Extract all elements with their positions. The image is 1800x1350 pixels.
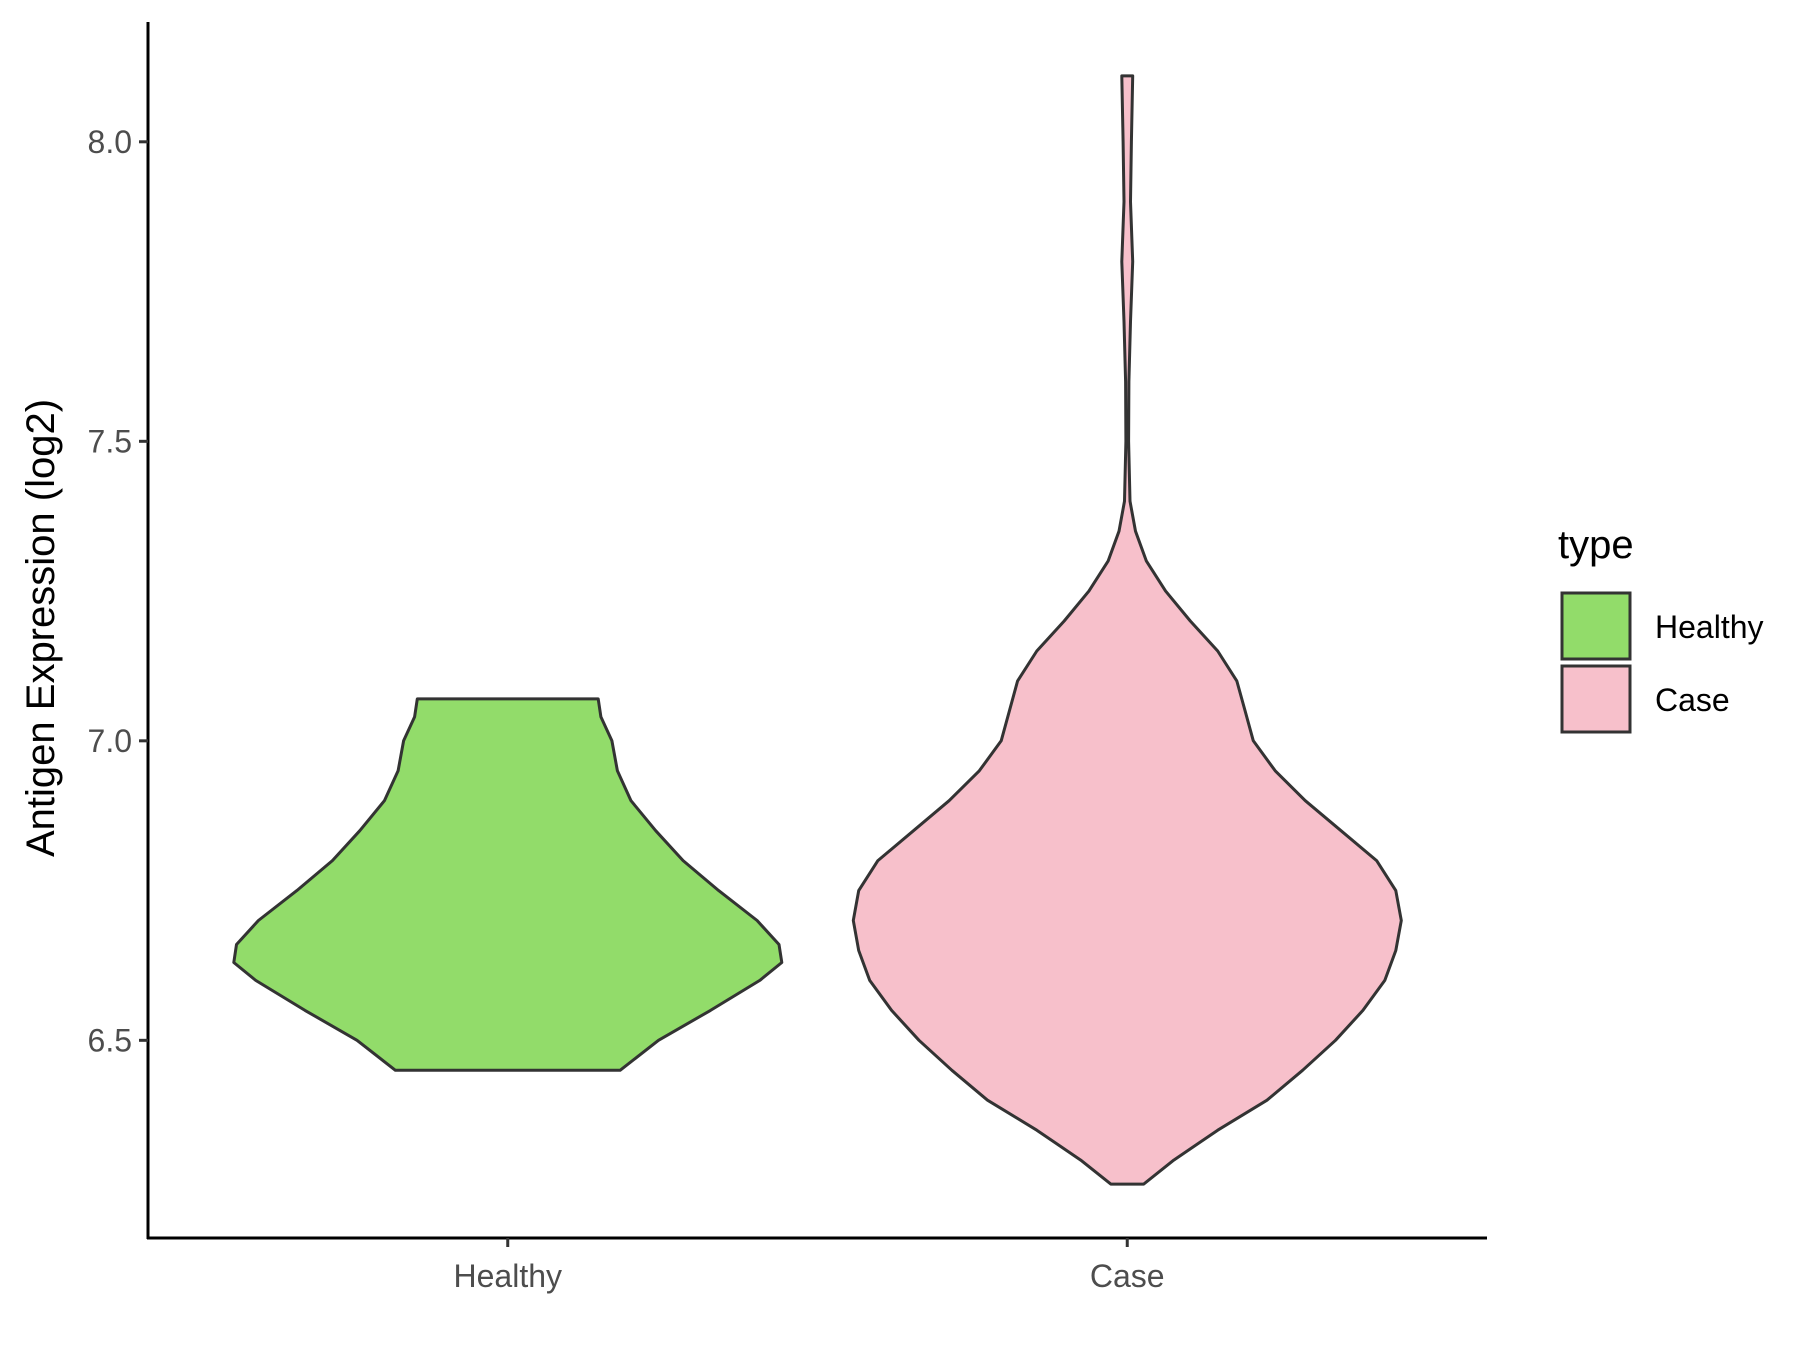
x-tick-label: Case	[1090, 1258, 1165, 1294]
axes: 6.5 7.0 7.5 8.0 Healthy Case	[88, 22, 1487, 1294]
violin-case	[851, 74, 1403, 1186]
legend-label-case: Case	[1655, 682, 1730, 718]
legend-swatch-healthy	[1560, 591, 1632, 661]
legend-title: type	[1558, 523, 1634, 567]
y-tick-label: 8.0	[88, 124, 132, 160]
y-tick-label: 7.5	[88, 423, 132, 459]
legend-swatch-case	[1560, 664, 1632, 734]
x-tick-label: Healthy	[454, 1258, 563, 1294]
legend-label-healthy: Healthy	[1655, 609, 1764, 645]
y-axis-title: Antigen Expression (log2)	[19, 399, 63, 857]
legend: type Healthy Case	[1558, 523, 1764, 734]
y-tick-label: 6.5	[88, 1022, 132, 1058]
violin-healthy	[232, 697, 784, 1072]
violin-layer	[232, 74, 1403, 1186]
y-tick-label: 7.0	[88, 723, 132, 759]
